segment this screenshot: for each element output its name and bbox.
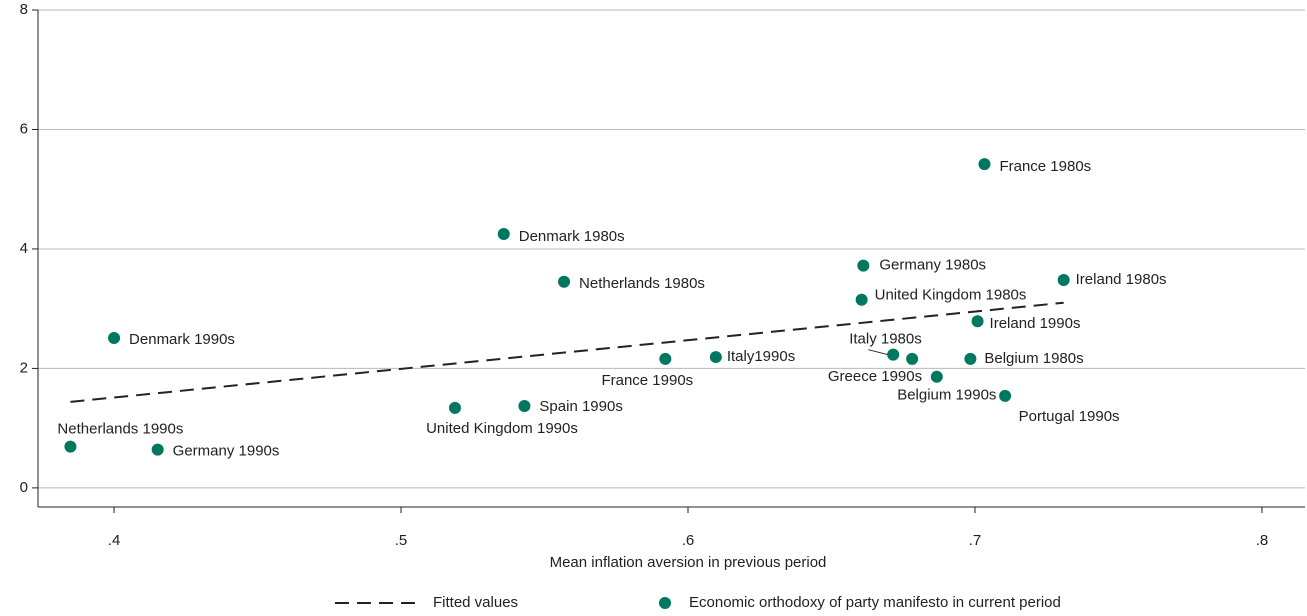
point — [108, 331, 121, 344]
point — [1057, 274, 1070, 287]
x-tick-label: .5 — [395, 532, 408, 549]
legend-label: Fitted values — [433, 594, 518, 611]
point — [906, 352, 919, 365]
point — [857, 259, 870, 272]
legend-key — [659, 597, 671, 609]
point-label: Germany 1990s — [173, 443, 280, 460]
point-label: Belgium 1990s — [897, 387, 996, 404]
point-label: Denmark 1980s — [519, 228, 625, 245]
leader-line — [868, 349, 889, 356]
point — [887, 348, 900, 361]
point-label: Belgium 1980s — [984, 350, 1083, 367]
point-label: France 1980s — [999, 158, 1091, 175]
point — [999, 389, 1012, 402]
fitted-line — [70, 301, 1064, 403]
x-tick-label: .6 — [682, 532, 695, 549]
point-label: Ireland 1990s — [990, 315, 1081, 332]
point — [964, 352, 977, 365]
x-tick-label: .4 — [108, 532, 121, 549]
point — [659, 352, 672, 365]
point — [971, 315, 984, 328]
point-label: France 1990s — [601, 372, 693, 389]
point-label: Greece 1990s — [828, 368, 922, 385]
point-label: Netherlands 1980s — [579, 275, 705, 292]
y-tick-label: 6 — [20, 120, 28, 137]
y-tick-label: 8 — [20, 1, 28, 18]
point — [497, 228, 510, 241]
legend-label: Economic orthodoxy of party manifesto in… — [689, 594, 1061, 611]
point-label: Portugal 1990s — [1019, 408, 1120, 425]
point — [448, 401, 461, 414]
point-label: Netherlands 1990s — [57, 421, 183, 438]
point — [978, 158, 991, 171]
point — [518, 400, 531, 413]
point-label: United Kingdom 1990s — [426, 420, 578, 437]
point-label: Italy 1980s — [849, 331, 922, 348]
point — [151, 443, 164, 456]
point — [709, 351, 722, 364]
point — [64, 440, 77, 453]
point-label: United Kingdom 1980s — [875, 287, 1027, 304]
point-label: Denmark 1990s — [129, 331, 235, 348]
point-label: Germany 1980s — [879, 257, 986, 274]
point-label: Italy1990s — [727, 348, 795, 365]
y-tick-label: 2 — [20, 359, 28, 376]
point-label: Spain 1990s — [539, 398, 622, 415]
x-tick-label: .8 — [1256, 532, 1269, 549]
y-tick-label: 4 — [20, 240, 28, 257]
x-tick-label: .7 — [969, 532, 982, 549]
point — [930, 370, 943, 383]
point-label: Ireland 1980s — [1076, 271, 1167, 288]
point — [558, 275, 571, 288]
x-axis-title: Mean inflation aversion in previous peri… — [550, 554, 827, 571]
y-tick-label: 0 — [20, 479, 28, 496]
point — [855, 293, 868, 306]
